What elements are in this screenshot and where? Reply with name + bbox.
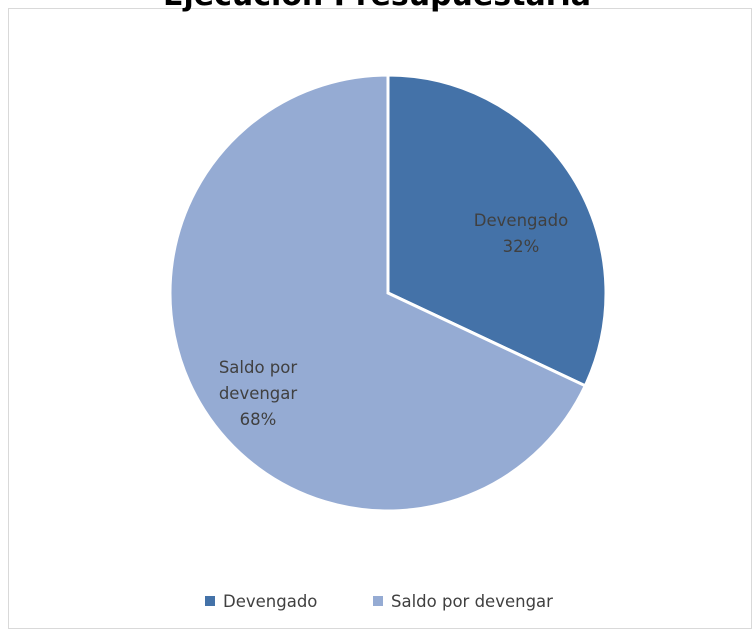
pie-slice-devengado bbox=[386, 73, 608, 388]
pie-slice-saldo-por-devengar bbox=[168, 73, 588, 513]
legend-label-devengado: Devengado bbox=[223, 592, 317, 611]
data-label-devengado: Devengado 32% bbox=[474, 211, 568, 256]
chart-title: Ejecución Presupuestaria bbox=[0, 0, 754, 13]
legend-label-saldo-por-devengar: Saldo por devengar bbox=[391, 592, 553, 611]
legend-swatch-devengado bbox=[205, 596, 215, 606]
legend-swatch-saldo-por-devengar bbox=[373, 596, 383, 606]
data-label-saldo-por-devengar: Saldo por devengar 68% bbox=[219, 358, 298, 429]
